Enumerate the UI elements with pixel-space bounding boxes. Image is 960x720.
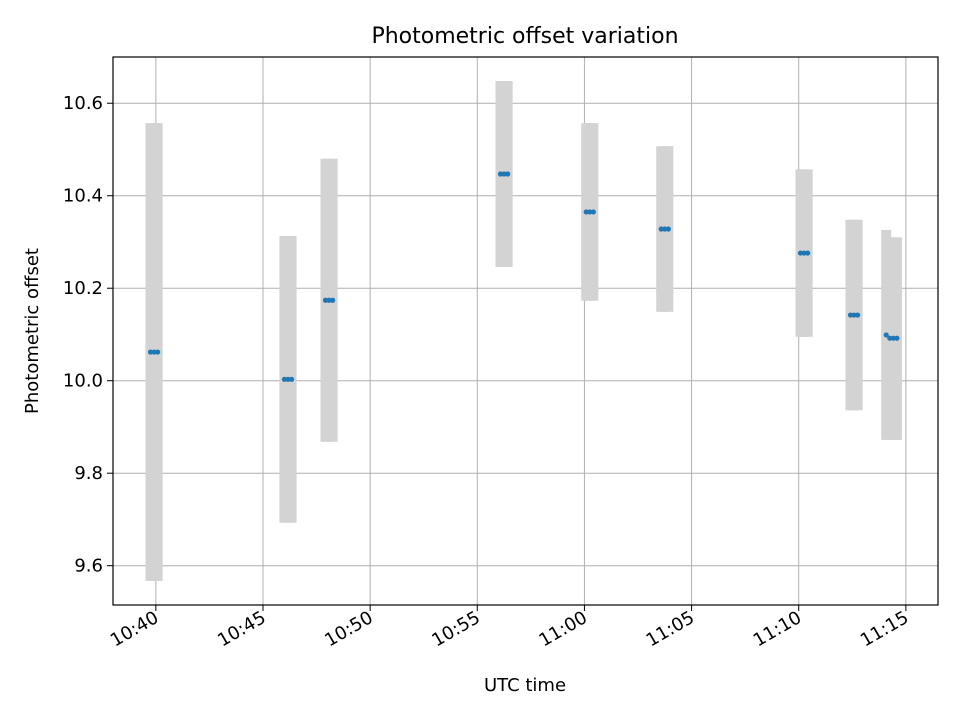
error-bands <box>145 81 902 581</box>
x-tick-label: 10:50 <box>321 607 376 651</box>
data-point <box>855 312 861 318</box>
data-point <box>326 297 332 303</box>
data-point <box>587 209 593 215</box>
data-point <box>501 171 507 177</box>
x-tick-label: 10:55 <box>428 607 483 651</box>
x-axis: 10:40 10:45 10:50 10:55 11:00 11:05 11:10 11:15 <box>107 605 912 651</box>
data-point <box>797 250 804 256</box>
data-point <box>894 335 900 341</box>
data-point <box>851 312 857 318</box>
data-point <box>155 349 161 355</box>
data-point <box>662 226 668 232</box>
x-tick-label: 11:15 <box>857 607 912 651</box>
y-tick-label: 10.0 <box>63 371 103 392</box>
chart-title: Photometric offset variation <box>371 24 678 49</box>
data-point <box>805 250 811 256</box>
x-tick-label: 10:40 <box>107 607 162 651</box>
plot-frame <box>112 56 939 606</box>
y-tick-label: 9.6 <box>74 556 103 577</box>
x-tick-label: 11:00 <box>536 607 591 651</box>
data-point <box>890 335 896 341</box>
data-point <box>505 171 511 177</box>
data-point <box>658 226 664 232</box>
x-tick-label: 10:45 <box>214 607 269 651</box>
x-tick-label: 11:05 <box>643 607 698 651</box>
data-point <box>847 312 854 318</box>
data-point <box>330 297 336 303</box>
y-tick-label: 10.2 <box>63 278 103 299</box>
data-point <box>583 209 589 215</box>
data-point <box>322 297 329 303</box>
data-point <box>281 376 288 382</box>
data-point <box>151 349 157 355</box>
data-point <box>801 250 807 256</box>
x-axis-label: UTC time <box>484 675 566 696</box>
y-axis: 9.6 9.8 10.0 10.2 10.4 10.6 <box>63 93 113 577</box>
y-tick-label: 10.4 <box>63 186 103 207</box>
data-point <box>497 171 504 177</box>
data-point <box>285 376 291 382</box>
data-point <box>590 209 596 215</box>
data-points <box>147 171 900 382</box>
data-point <box>887 335 893 341</box>
data-point <box>883 332 889 338</box>
y-tick-label: 9.8 <box>74 463 103 484</box>
data-point <box>665 226 671 232</box>
grid <box>113 57 938 605</box>
y-axis-label: Photometric offset <box>22 248 43 414</box>
y-tick-label: 10.6 <box>63 93 103 114</box>
data-point <box>147 349 154 355</box>
data-point <box>288 376 295 382</box>
x-tick-label: 11:10 <box>750 607 805 651</box>
